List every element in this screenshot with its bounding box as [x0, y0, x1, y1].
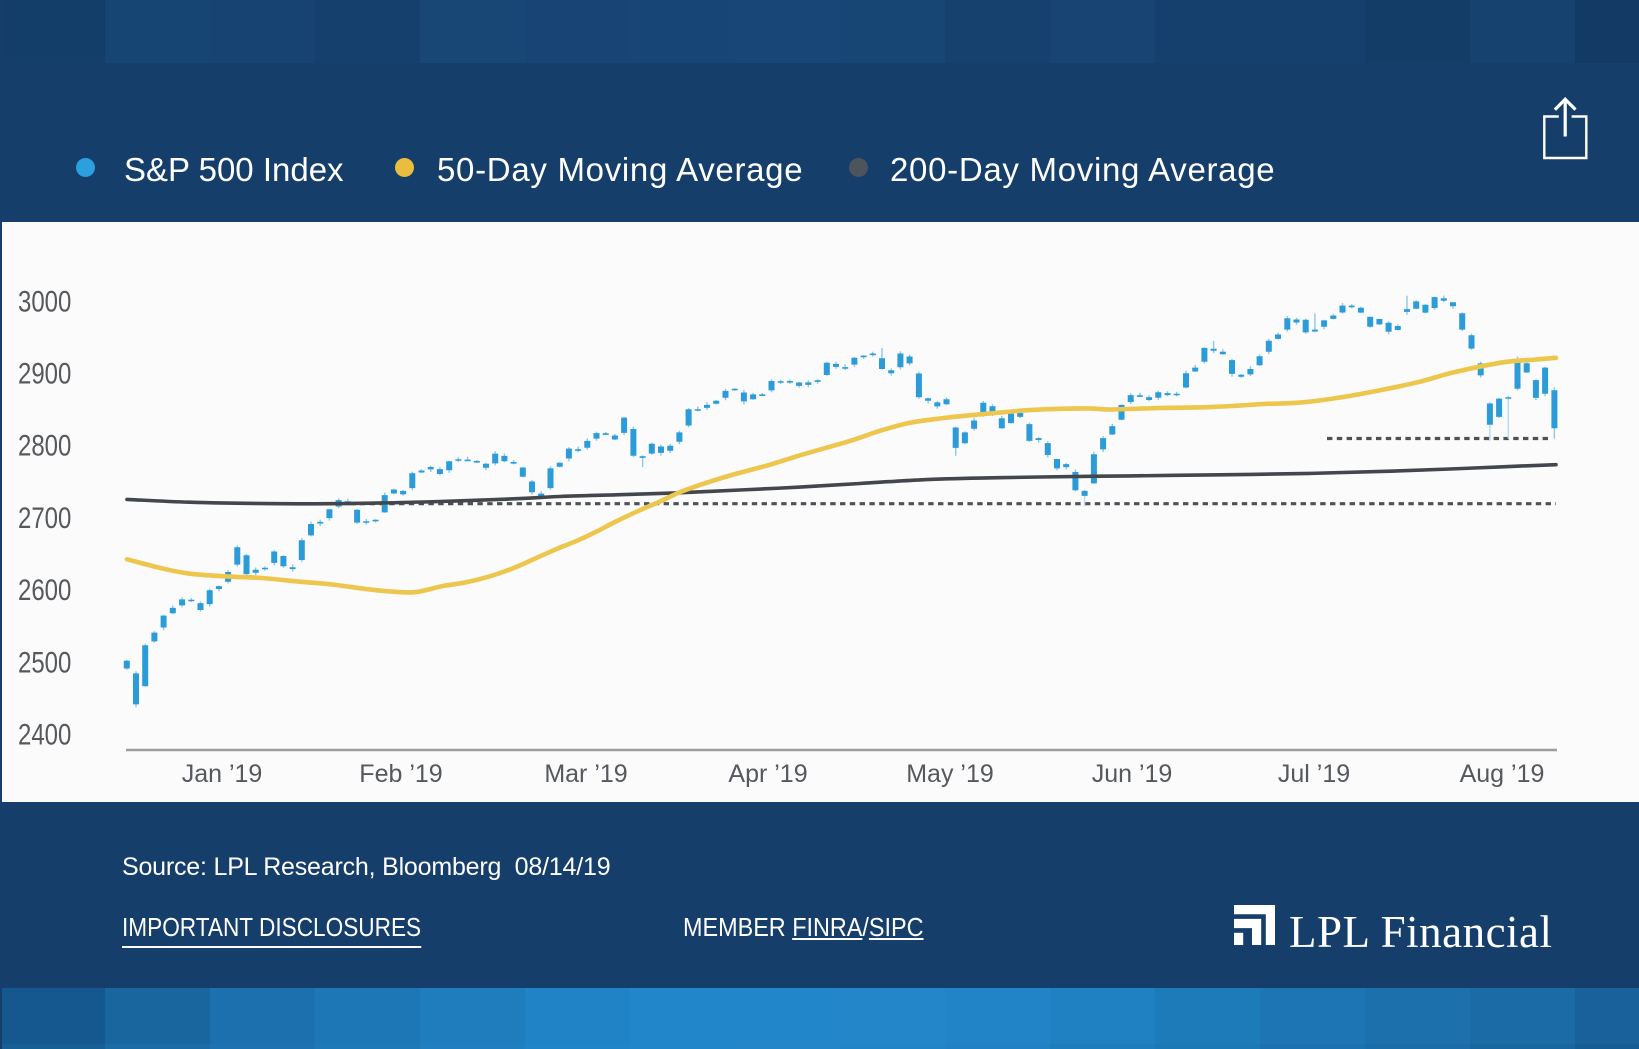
svg-text:May ’19: May ’19 [906, 760, 994, 788]
svg-text:Apr ’19: Apr ’19 [728, 760, 807, 788]
svg-text:2600: 2600 [18, 572, 71, 606]
svg-text:2800: 2800 [18, 428, 71, 462]
svg-text:2700: 2700 [18, 500, 71, 534]
svg-text:Aug ’19: Aug ’19 [1460, 760, 1545, 788]
svg-text:Jul ’19: Jul ’19 [1278, 760, 1350, 788]
svg-text:2900: 2900 [18, 356, 71, 390]
svg-text:Mar ’19: Mar ’19 [544, 760, 627, 788]
svg-text:Jan ’19: Jan ’19 [182, 760, 263, 788]
svg-text:Jun ’19: Jun ’19 [1092, 760, 1173, 788]
svg-text:3000: 3000 [18, 284, 71, 318]
svg-text:2400: 2400 [18, 717, 71, 751]
svg-text:Feb ’19: Feb ’19 [359, 760, 442, 788]
svg-text:2500: 2500 [18, 645, 71, 679]
